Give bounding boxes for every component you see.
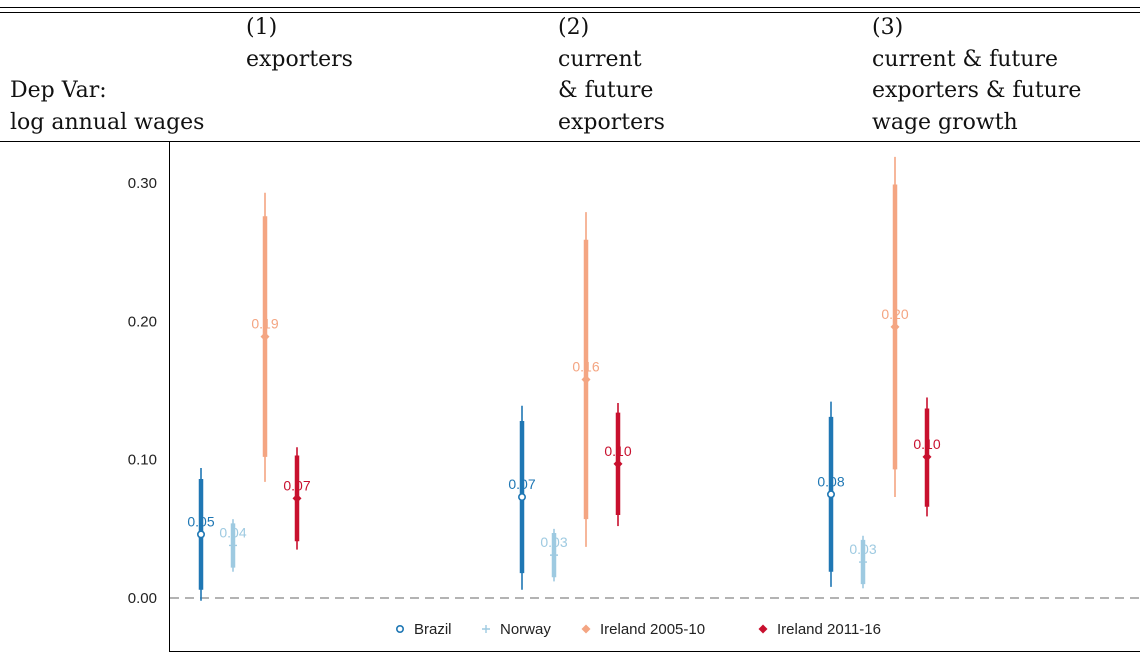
point-marker [260,332,270,342]
point-marker [922,452,932,462]
column-1-number: (1) [246,15,278,40]
data-label: 0.07 [508,476,535,492]
point-marker [826,490,835,499]
y-tick-label-3: 0.30 [128,175,157,192]
data-label: 0.19 [251,316,278,332]
top-rule-2 [0,12,1140,13]
estimate-ireland-2005-10-1: 0.19 [251,192,279,482]
point-marker [613,459,623,469]
dep-var-line-2: log annual wages [10,109,205,135]
legend-marker [758,624,768,634]
column-3-line-3: wage growth [872,109,1018,135]
legend-label: Norway [500,621,551,638]
point-marker [229,541,237,550]
legend-item-ireland-2005-10: Ireland 2005-10 [581,621,705,638]
column-3-header: (3) current & future exporters & future … [872,12,1081,138]
point-marker [859,558,867,567]
estimate-norway-2: 0.03 [540,528,568,582]
legend-marker [581,624,591,634]
legend-item-ireland-2011-16: Ireland 2011-16 [758,621,881,638]
y-axis: 0.00 0.10 0.20 0.30 [128,175,157,607]
column-2-header: (2) current & future exporters [558,12,665,138]
y-tick-label-0: 0.00 [128,590,157,607]
dep-var-line-1: Dep Var: [10,78,107,103]
point-marker [550,551,558,560]
legend: Brazil Norway Ireland 2005-10 Ireland 2011-… [395,621,881,638]
point-marker [292,493,302,503]
point-marker [890,322,900,332]
estimate-brazil-2: 0.07 [508,405,536,590]
data-label: 0.16 [572,358,599,374]
top-rule-1 [0,7,1140,8]
estimate-norway-3: 0.03 [849,535,877,589]
estimate-norway-1: 0.04 [219,519,247,572]
estimate-ireland-2011-16-2: 0.10 [604,402,632,527]
point-marker [517,493,526,502]
header-bottom-rule [0,141,1140,142]
legend-label: Ireland 2005-10 [600,621,705,638]
legend-marker [482,625,490,633]
column-2-line-1: current [558,46,642,72]
y-tick-label-1: 0.10 [128,452,157,469]
y-tick-label-2: 0.20 [128,313,157,330]
data-label: 0.07 [283,477,310,493]
legend-item-norway: Norway [482,621,551,638]
data-label: 0.20 [881,306,908,322]
legend-label: Brazil [414,621,452,638]
estimate-ireland-2011-16-1: 0.07 [283,447,311,550]
legend-label: Ireland 2011-16 [777,621,881,638]
data-label: 0.04 [219,524,246,540]
estimate-brazil-3: 0.08 [817,401,845,587]
legend-marker [395,624,404,633]
estimate-brazil-1: 0.05 [187,467,215,601]
column-2-line-3: exporters [558,109,665,135]
data-label: 0.03 [540,534,567,550]
point-marker [581,374,591,384]
column-1-header: (1) exporters [246,12,353,75]
data-label: 0.03 [849,541,876,557]
column-2-number: (2) [558,15,590,40]
column-1-line-1: exporters [246,46,353,72]
data-label: 0.10 [604,443,631,459]
column-3-line-1: current & future [872,46,1058,72]
estimate-ireland-2005-10-3: 0.20 [881,156,909,498]
point-marker [197,530,206,539]
estimate-ireland-2011-16-3: 0.10 [913,397,941,517]
data-label: 0.05 [187,513,214,529]
data-label: 0.08 [817,473,844,489]
estimate-ireland-2005-10-2: 0.16 [572,212,600,547]
legend-item-brazil: Brazil [395,621,452,638]
column-3-line-2: exporters & future [872,78,1082,103]
chart-marks: 0.05 0.07 0.08 0.04 0.03 0.03 0.19 0.16 0.20 0.07… [187,156,941,601]
column-3-number: (3) [872,15,904,40]
data-label: 0.10 [913,436,940,452]
dep-var-label: Dep Var: log annual wages [10,75,204,138]
column-2-line-2: & future [558,78,654,103]
